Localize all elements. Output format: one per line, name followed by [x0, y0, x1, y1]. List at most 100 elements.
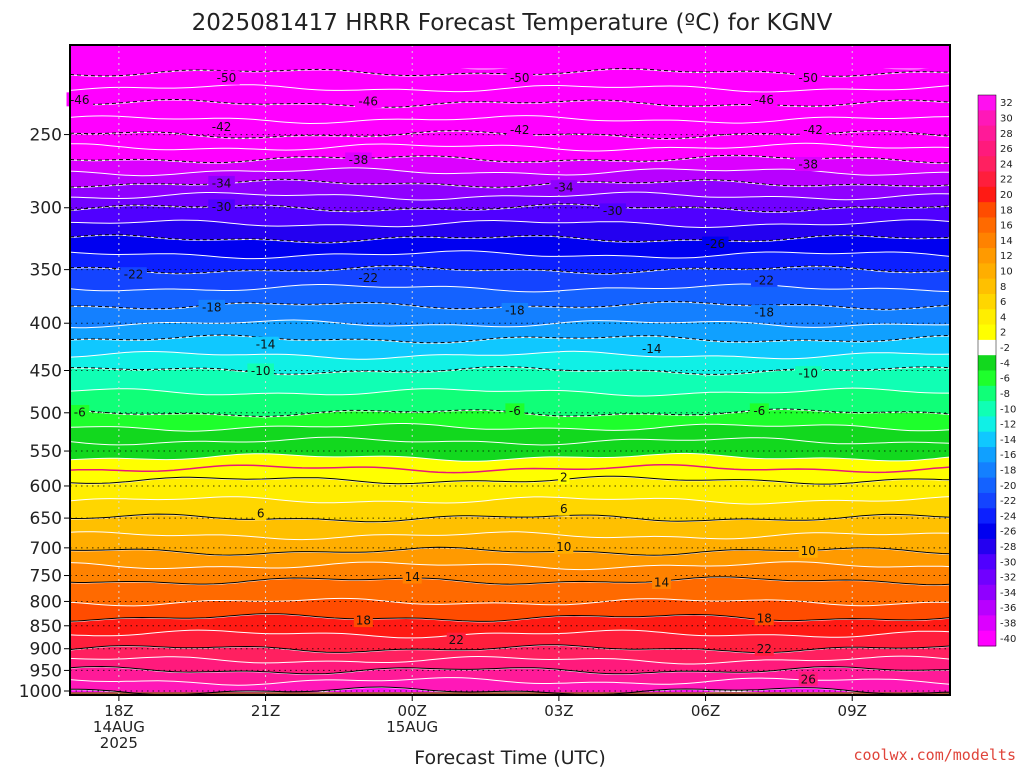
pressure-tick-label: 750: [30, 567, 62, 587]
contour-label-bg: [213, 70, 240, 85]
contour-label: -50: [510, 71, 530, 85]
contour-label: -38: [349, 153, 369, 167]
temperature-band: [70, 284, 950, 310]
isotherm-line: [70, 475, 950, 485]
contour-label: 14: [405, 570, 420, 584]
contour-label: -14: [256, 337, 276, 351]
contour-label: -30: [212, 200, 232, 214]
contour-label-bg: [354, 270, 382, 285]
colorbar-swatch: [978, 630, 996, 647]
contour-label-bg: [198, 299, 226, 314]
ground-surface: [70, 692, 950, 695]
colorbar-label: 24: [1000, 159, 1013, 170]
colorbar-label: 8: [1000, 282, 1006, 293]
contour-label-bg: [794, 366, 822, 381]
colorbar-label: -4: [1000, 358, 1010, 369]
contour-label: -34: [554, 181, 574, 195]
colorbar-swatch: [978, 615, 996, 632]
colorbar-label: 2: [1000, 328, 1006, 339]
colorbar-label: 14: [1000, 236, 1013, 247]
colorbar-swatch: [978, 248, 996, 264]
colorbar-label: 18: [1000, 205, 1013, 216]
contour-label: -14: [642, 342, 662, 356]
colorbar-swatch: [978, 217, 996, 234]
colorbar-label: -16: [1000, 450, 1016, 461]
colorbar-swatch: [978, 324, 996, 341]
contour-label: 18: [757, 612, 772, 626]
isotherm-labels: -50 -50 -50 -46 -46 -46 -42 -42 -42 -38 -38 -34 -34 -…: [66, 70, 827, 686]
contour-label: -10: [798, 367, 818, 381]
contour-label: 14: [654, 575, 669, 589]
temperature-band: [70, 320, 950, 343]
colorbar-swatch: [978, 202, 996, 218]
temperature-band: [70, 548, 950, 570]
temperature-band: [70, 667, 950, 685]
contour-label: 22: [449, 633, 464, 647]
colorbar-swatch: [978, 125, 996, 142]
colorbar-swatch: [978, 569, 996, 586]
temperature-band: [70, 131, 950, 151]
temperature-band: [70, 336, 950, 359]
pressure-tick-label: 500: [30, 404, 62, 424]
contour-label-bg: [702, 236, 729, 251]
contour-label-bg: [66, 92, 94, 107]
isotherm-line: [70, 613, 950, 622]
colorbar-label: -22: [1000, 496, 1016, 507]
pressure-tick-label: 300: [30, 199, 62, 219]
time-tick-label: 06Z: [691, 702, 720, 720]
time-tick-label: 00Z: [398, 702, 427, 720]
contour-label-bg: [550, 180, 578, 195]
time-tick-label: 2025: [100, 734, 138, 752]
contour-label: 10: [801, 544, 816, 558]
contour-label: -18: [202, 300, 222, 314]
colorbar-label: 6: [1000, 297, 1006, 308]
contour-label-bg: [558, 470, 570, 485]
contour-label-bg: [501, 302, 529, 317]
temperature-band: [70, 100, 950, 123]
temperature-band: [70, 437, 950, 461]
contour-label-bg: [353, 613, 373, 628]
contour-label: -46: [70, 93, 90, 107]
contour-label: -34: [212, 176, 232, 190]
pressure-tick-label: 550: [30, 442, 62, 462]
colorbar-swatch: [978, 554, 996, 570]
colorbar-label: -18: [1000, 466, 1016, 477]
credit-text[interactable]: coolwx.com/modelts: [853, 746, 1016, 764]
temperature-band: [70, 143, 950, 163]
contour-label-bg: [599, 203, 626, 218]
pressure-tick-label: 450: [30, 361, 62, 381]
temperature-band: [70, 156, 950, 176]
colorbar-label: 22: [1000, 175, 1013, 186]
colorbar-label: -10: [1000, 404, 1016, 415]
colorbar-swatch: [978, 95, 996, 111]
contour-label-bg: [345, 152, 372, 167]
contour-label: -50: [798, 71, 818, 85]
colorbar-swatch: [978, 523, 996, 540]
contour-label: 22: [757, 642, 772, 656]
colorbar-swatch: [978, 385, 996, 402]
temperature-band: [70, 515, 950, 540]
temperature-band: [70, 220, 950, 243]
colorbar-legend: 32 30 28 26 24 22 20 18 16 14 12 10 8 6 4 2 -2 -4 -6 -8 -10 -…: [977, 94, 1016, 647]
contour-label-bg: [402, 569, 422, 584]
contour-label-bg: [799, 122, 827, 137]
contour-label-bg: [798, 671, 818, 686]
contour-label-bg: [252, 336, 279, 351]
contour-label-bg: [120, 267, 147, 282]
colorbar-label: -24: [1000, 511, 1016, 522]
contour-label-bg: [354, 94, 382, 109]
contour-label: -18: [754, 306, 774, 320]
time-tick-label: 03Z: [544, 702, 573, 720]
colorbar-swatch: [978, 171, 996, 188]
contour-label: -10: [251, 364, 271, 378]
pressure-tick-label: 950: [30, 661, 62, 681]
isotherm-line: [70, 513, 950, 523]
pressure-tick-label: 650: [30, 509, 62, 529]
colorbar-label: -14: [1000, 435, 1016, 446]
colorbar-swatch: [978, 156, 996, 173]
time-tick-label: 14AUG: [93, 718, 145, 736]
x-axis-label: Forecast Time (UTC): [414, 747, 605, 768]
contour-label-bg: [794, 156, 822, 171]
pressure-tick-label: 400: [30, 314, 62, 334]
